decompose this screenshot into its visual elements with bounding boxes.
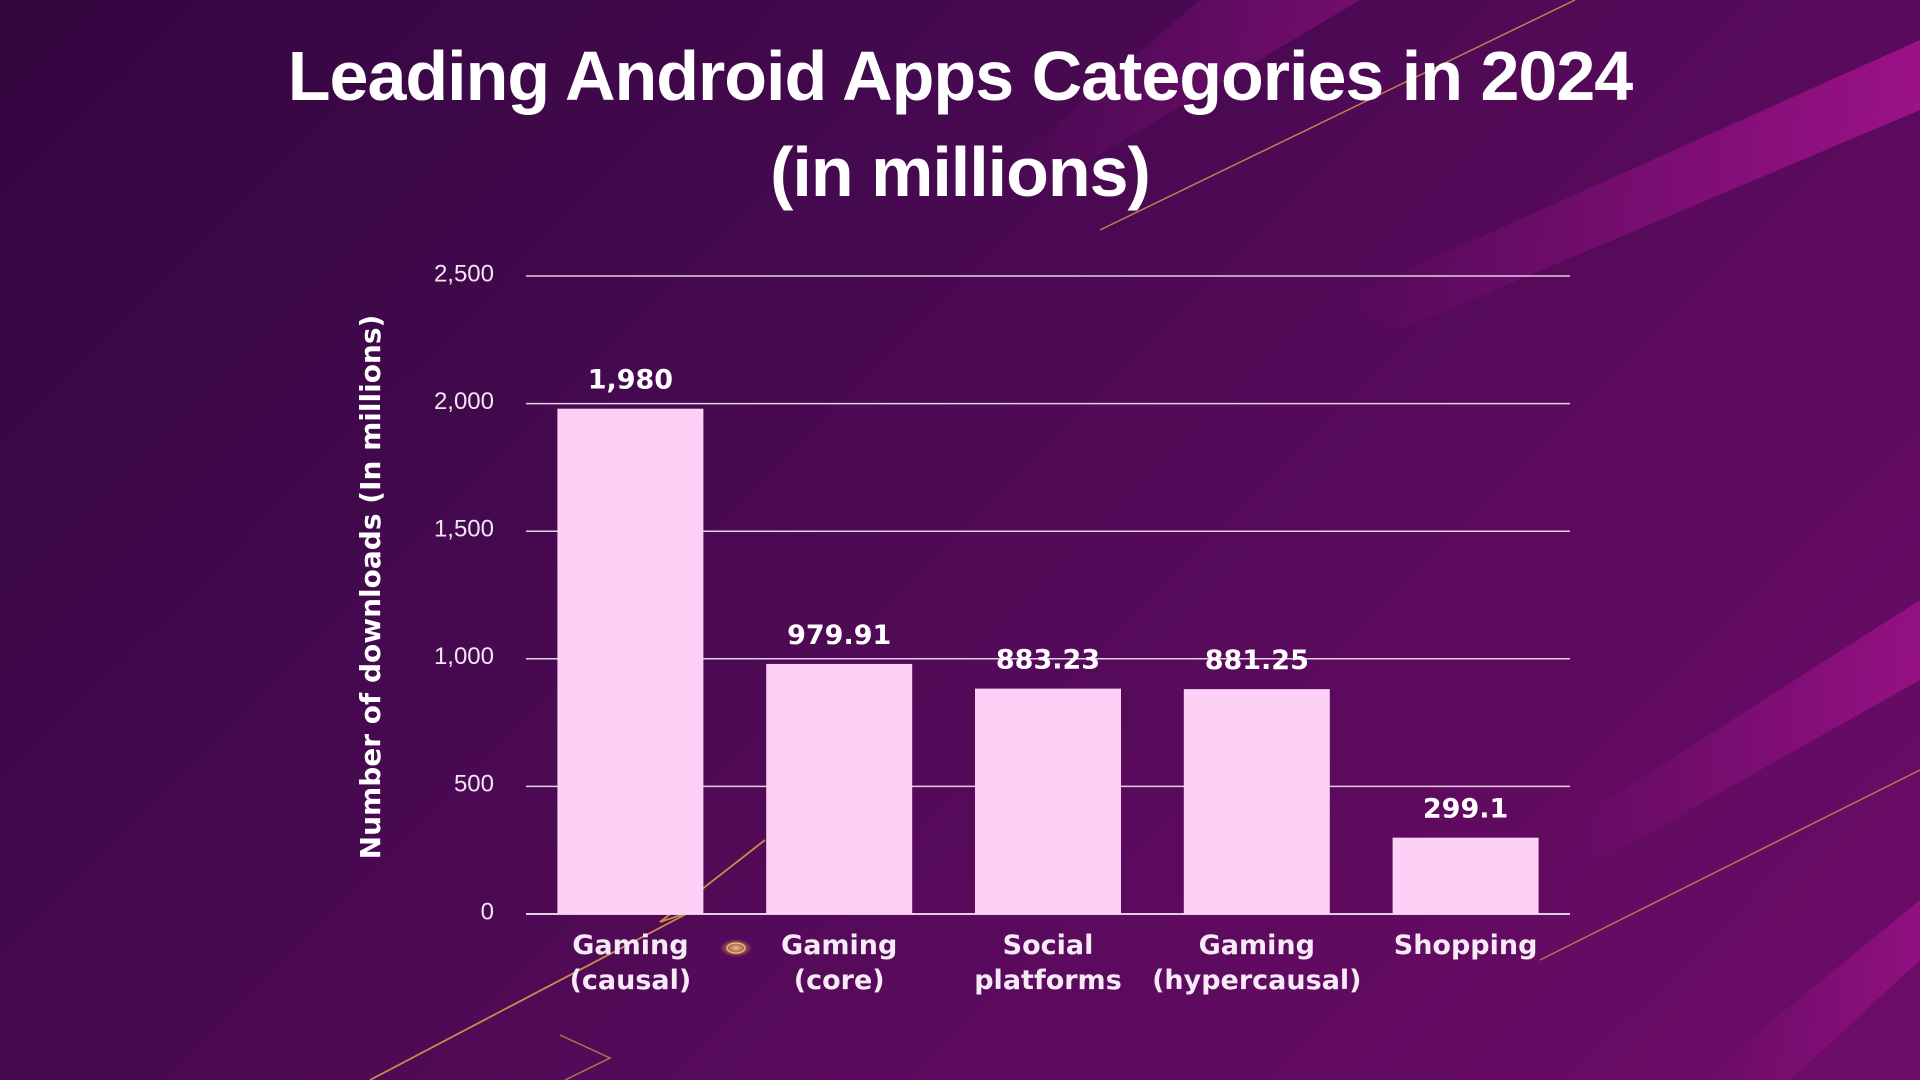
x-axis-category-labels: Gaming (causal) Gaming (core) Social platform…: [570, 930, 1538, 996]
gold-accent-line-bottom: [559, 1034, 612, 1080]
gold-accent-line-right: [1539, 769, 1920, 961]
y-tick-label: 2,500: [434, 260, 494, 287]
y-tick-label: 1,500: [434, 516, 494, 543]
magenta-streak-bottom-right: [1700, 900, 1920, 1080]
y-tick-label: 0: [481, 898, 494, 925]
magenta-streak-top: [980, 0, 1360, 190]
gold-accent-line-top: [1099, 0, 1576, 231]
bar-value-label: 979.91: [787, 620, 891, 651]
magenta-streak-upper-right: [1340, 40, 1920, 330]
chart-title-line-1: Leading Android Apps Categories in 2024: [287, 37, 1633, 115]
gold-glow-dot: [720, 939, 752, 957]
y-axis-title: Number of downloads (In millions): [354, 315, 387, 860]
bar-value-label: 299.1: [1423, 794, 1508, 825]
bar: [1392, 837, 1539, 914]
x-category-label: Shopping: [1394, 930, 1538, 961]
chart-title-line-2: (in millions): [770, 133, 1151, 211]
bar: [766, 663, 913, 914]
x-category-label: Social platforms: [974, 930, 1122, 996]
y-axis-ticks: 0 500 1,000 1,500 2,000 2,500: [434, 260, 494, 925]
bar-value-label: 1,980: [588, 365, 673, 396]
y-tick-label: 1,000: [434, 643, 494, 670]
bar: [557, 408, 704, 914]
y-tick-label: 2,000: [434, 388, 494, 415]
magenta-streak-lower-right: [1560, 600, 1920, 860]
chart-title: Leading Android Apps Categories in 2024 …: [0, 28, 1920, 220]
y-tick-label: 500: [454, 771, 494, 798]
x-category-label: Gaming (causal): [570, 930, 692, 996]
bars: [557, 408, 1539, 914]
value-labels: 1,980 979.91 883.23 881.25 299.1: [588, 365, 1509, 825]
bar-value-label: 883.23: [996, 645, 1100, 676]
bar-value-label: 881.25: [1205, 645, 1309, 676]
gold-glow-ring: [726, 942, 746, 954]
gold-accent-line-bottom-left: [369, 839, 766, 1080]
bar: [1183, 689, 1330, 914]
x-category-label: Gaming (hypercausal): [1152, 930, 1361, 996]
x-category-label: Gaming (core): [781, 930, 897, 996]
bar: [975, 688, 1121, 914]
